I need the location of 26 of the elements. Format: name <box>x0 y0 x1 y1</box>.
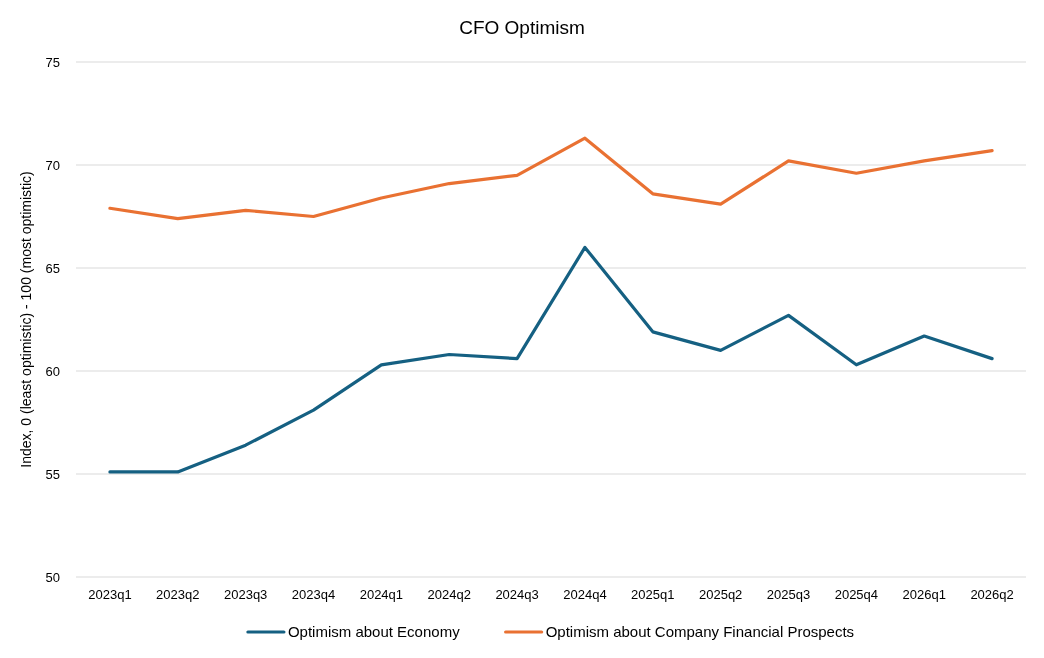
x-tick-label: 2024q2 <box>427 587 471 603</box>
x-tick-label: 2023q4 <box>291 587 336 603</box>
legend-label: Optimism about Company Financial Prospects <box>545 623 855 640</box>
x-tick-label: 2025q2 <box>698 587 743 603</box>
x-tick-label: 2023q1 <box>88 587 132 603</box>
y-tick-label: 75 <box>45 54 60 70</box>
line-series <box>108 136 994 221</box>
x-tick-label: 2023q3 <box>223 587 268 603</box>
x-tick-label: 2025q4 <box>834 587 879 603</box>
legend-label: Optimism about Economy <box>287 623 461 640</box>
x-tick-label: 2024q1 <box>359 587 404 603</box>
x-tick-label: 2026q1 <box>902 587 946 603</box>
x-tick-label: 2026q2 <box>970 587 1014 603</box>
y-tick-label: 65 <box>45 260 60 276</box>
y-axis-title: Index, 0 (least optimistic) - 100 (most optimistic) <box>18 171 34 468</box>
x-tick-label: 2023q2 <box>156 587 200 603</box>
y-tick-label: 60 <box>45 363 60 379</box>
line-series <box>108 245 994 474</box>
x-tick-label: 2024q4 <box>563 587 607 603</box>
y-tick-label: 70 <box>45 157 60 173</box>
x-tick-label: 2024q3 <box>495 587 539 603</box>
chart-title: CFO Optimism <box>459 17 585 38</box>
y-tick-label: 50 <box>45 569 60 585</box>
y-tick-label: 55 <box>45 466 60 482</box>
x-tick-label: 2025q1 <box>631 587 675 603</box>
x-tick-label: 2025q3 <box>766 587 811 603</box>
